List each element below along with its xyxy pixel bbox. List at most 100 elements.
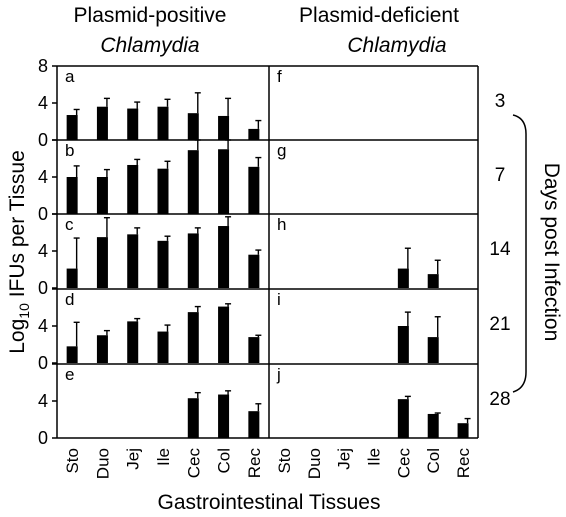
x-tick-label-rec: Rec — [245, 448, 264, 479]
day-label-14: 14 — [489, 239, 511, 260]
y-tick-label: 0 — [38, 130, 48, 150]
panel-label: d — [65, 290, 74, 309]
bar-c-ile — [157, 240, 169, 288]
y-tick-label: 0 — [38, 428, 48, 448]
bar-i-col — [427, 337, 439, 363]
panel-label: g — [277, 141, 286, 160]
y-tick-label: 8 — [38, 56, 48, 76]
bar-j-col — [427, 413, 439, 438]
panel-d: d — [65, 290, 262, 363]
col-title-deficient-line1: Plasmid-deficient — [299, 4, 459, 27]
panel-label: e — [65, 365, 74, 384]
day-label-28: 28 — [489, 389, 510, 410]
panel-label: f — [277, 67, 282, 86]
col-title-deficient-line2: Chlamydia — [347, 34, 446, 57]
bar-c-duo — [96, 237, 108, 288]
bar-d-ile — [157, 331, 169, 363]
bar-e-cec — [187, 398, 199, 438]
y-axis-label-rest: IFUs per Tissue — [6, 150, 29, 303]
x-axis-title: Gastrointestinal Tissues — [158, 491, 381, 514]
bar-a-jej — [127, 108, 139, 140]
bar-a-duo — [96, 106, 108, 140]
panel-label: j — [276, 365, 281, 384]
panel-a: a — [65, 67, 262, 140]
y-axis-label-sub: 10 — [16, 303, 32, 319]
panel-b: b — [65, 139, 262, 214]
x-tick-label-jej: Jej — [124, 448, 143, 470]
bar-d-col — [218, 306, 230, 363]
y-tick-label: 4 — [38, 391, 48, 411]
bar-a-col — [218, 115, 230, 140]
panel-i: i — [277, 290, 441, 363]
bar-c-jej — [127, 234, 139, 288]
bar-b-duo — [96, 177, 108, 214]
bar-h-col — [427, 274, 439, 288]
x-tick-label-duo: Duo — [305, 448, 324, 479]
bar-a-ile — [157, 106, 169, 140]
panel-label: i — [277, 290, 281, 309]
bar-i-cec — [397, 326, 409, 363]
bar-b-rec — [248, 166, 260, 214]
bar-c-cec — [187, 233, 199, 288]
bar-d-sto — [66, 346, 78, 363]
x-tick-label-duo: Duo — [93, 448, 112, 479]
panel-h: h — [277, 215, 441, 288]
x-tick-label-rec: Rec — [454, 448, 473, 479]
panel-label: c — [65, 215, 74, 234]
x-tick-label-ile: Ile — [154, 448, 173, 466]
days-bracket — [512, 114, 527, 393]
col-title-positive-line1: Plasmid-positive — [74, 4, 227, 27]
bar-b-col — [218, 149, 230, 214]
bar-d-rec — [248, 337, 260, 363]
y-tick-label: 4 — [38, 241, 48, 261]
bar-b-ile — [157, 168, 169, 214]
x-tick-label-col: Col — [424, 448, 443, 474]
y-axis-label-main: Log — [6, 319, 29, 354]
y-axis-label: Log10 IFUs per Tissue — [6, 150, 32, 354]
col-title-positive-line2: Chlamydia — [100, 34, 199, 57]
bar-e-rec — [248, 411, 260, 438]
x-tick-label-jej: Jej — [335, 448, 354, 470]
bar-b-cec — [187, 150, 199, 214]
y-tick-label: 4 — [38, 167, 48, 187]
right-axis-label: Days post Infection — [540, 163, 563, 342]
panel-label: h — [277, 215, 286, 234]
bar-d-jej — [127, 321, 139, 363]
bar-c-sto — [66, 268, 78, 288]
day-label-3: 3 — [495, 91, 506, 112]
bar-c-col — [218, 226, 230, 288]
bar-a-sto — [66, 115, 78, 140]
panel-j: j — [276, 365, 471, 438]
plot-area: a b c d e f g h i j 0 4 8 0 4 0 4 0 4 0 4 3 7 14 21 28 Sto Duo Jej Il… — [38, 56, 511, 479]
bar-j-cec — [397, 399, 409, 438]
bar-d-cec — [187, 312, 199, 363]
day-label-21: 21 — [489, 314, 510, 335]
x-tick-label-sto: Sto — [63, 448, 82, 474]
y-tick-label: 0 — [38, 278, 48, 298]
x-tick-label-cec: Cec — [394, 448, 413, 479]
panel-e: e — [65, 365, 262, 438]
x-tick-label-ile: Ile — [365, 448, 384, 466]
panel-f: f — [277, 67, 282, 86]
panel-label: a — [65, 67, 75, 86]
bar-d-duo — [96, 335, 108, 363]
panel-c: c — [65, 215, 262, 288]
day-label-7: 7 — [495, 165, 506, 186]
y-tick-label: 0 — [38, 353, 48, 373]
x-tick-label-col: Col — [215, 448, 234, 474]
y-tick-label: 4 — [38, 93, 48, 113]
panel-label: b — [65, 141, 74, 160]
bar-b-jej — [127, 164, 139, 214]
bar-b-sto — [66, 177, 78, 214]
panel-g: g — [277, 141, 286, 160]
bar-j-rec — [457, 423, 469, 438]
x-tick-label-sto: Sto — [275, 448, 294, 474]
y-tick-label: 0 — [38, 204, 48, 224]
x-tick-label-cec: Cec — [184, 448, 203, 479]
bar-a-cec — [187, 113, 199, 140]
bar-c-rec — [248, 254, 260, 288]
bar-h-cec — [397, 268, 409, 288]
y-tick-label: 4 — [38, 316, 48, 336]
bar-a-rec — [248, 128, 260, 140]
